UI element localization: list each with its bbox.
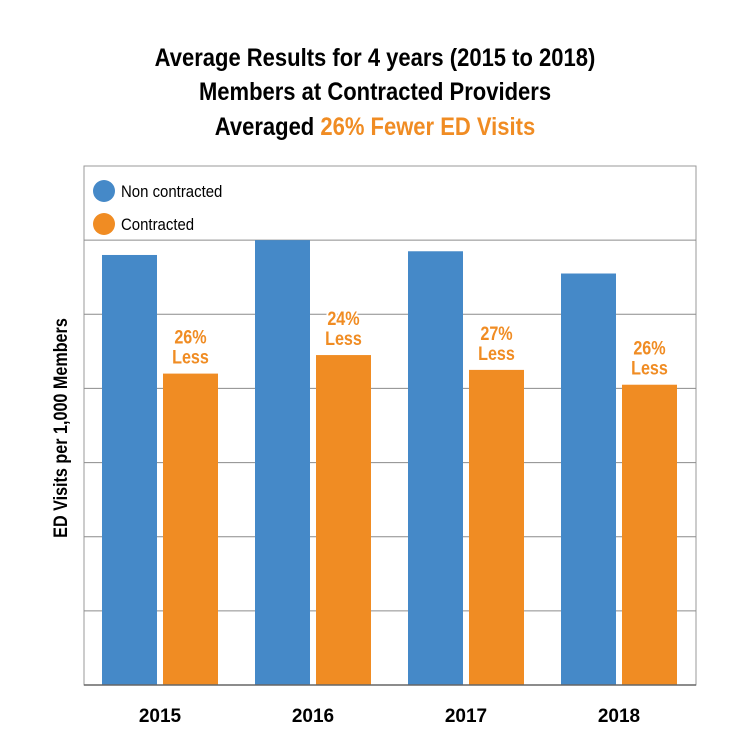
data-label: Less — [631, 357, 668, 379]
data-label: 24% — [327, 308, 360, 330]
title-line-3: Averaged 26% Fewer ED Visits — [45, 111, 705, 144]
bar-non-contracted — [102, 254, 157, 685]
y-axis-label: ED Visits per 1,000 Members — [51, 318, 72, 538]
bar-non-contracted — [561, 273, 616, 685]
x-tick-label: 2017 — [445, 706, 487, 727]
legend-swatch — [93, 180, 115, 202]
bar-contracted — [163, 373, 218, 685]
x-tick-label: 2018 — [598, 706, 640, 727]
data-label: Less — [325, 328, 362, 350]
legend-label: Contracted — [121, 216, 194, 234]
x-tick-label: 2016 — [292, 706, 334, 727]
title-line-2: Members at Contracted Providers — [198, 78, 552, 106]
bar-non-contracted — [408, 251, 463, 685]
bar-contracted — [316, 355, 371, 685]
title-line-1: Average Results for 4 years (2015 to 201… — [154, 44, 596, 72]
title-highlight: 26% Fewer ED Visits — [320, 113, 536, 141]
bar-contracted — [469, 369, 524, 685]
data-label: 26% — [174, 326, 207, 348]
data-label: Less — [478, 343, 515, 365]
title-prefix: Averaged — [214, 113, 321, 141]
data-label: Less — [172, 346, 209, 368]
bar-non-contracted — [255, 240, 310, 685]
legend-label: Non contracted — [121, 183, 222, 201]
bar-contracted — [622, 384, 677, 685]
legend-swatch — [93, 213, 115, 235]
x-tick-label: 2015 — [139, 706, 182, 727]
data-label: 26% — [633, 337, 666, 359]
data-label: 27% — [480, 323, 513, 345]
